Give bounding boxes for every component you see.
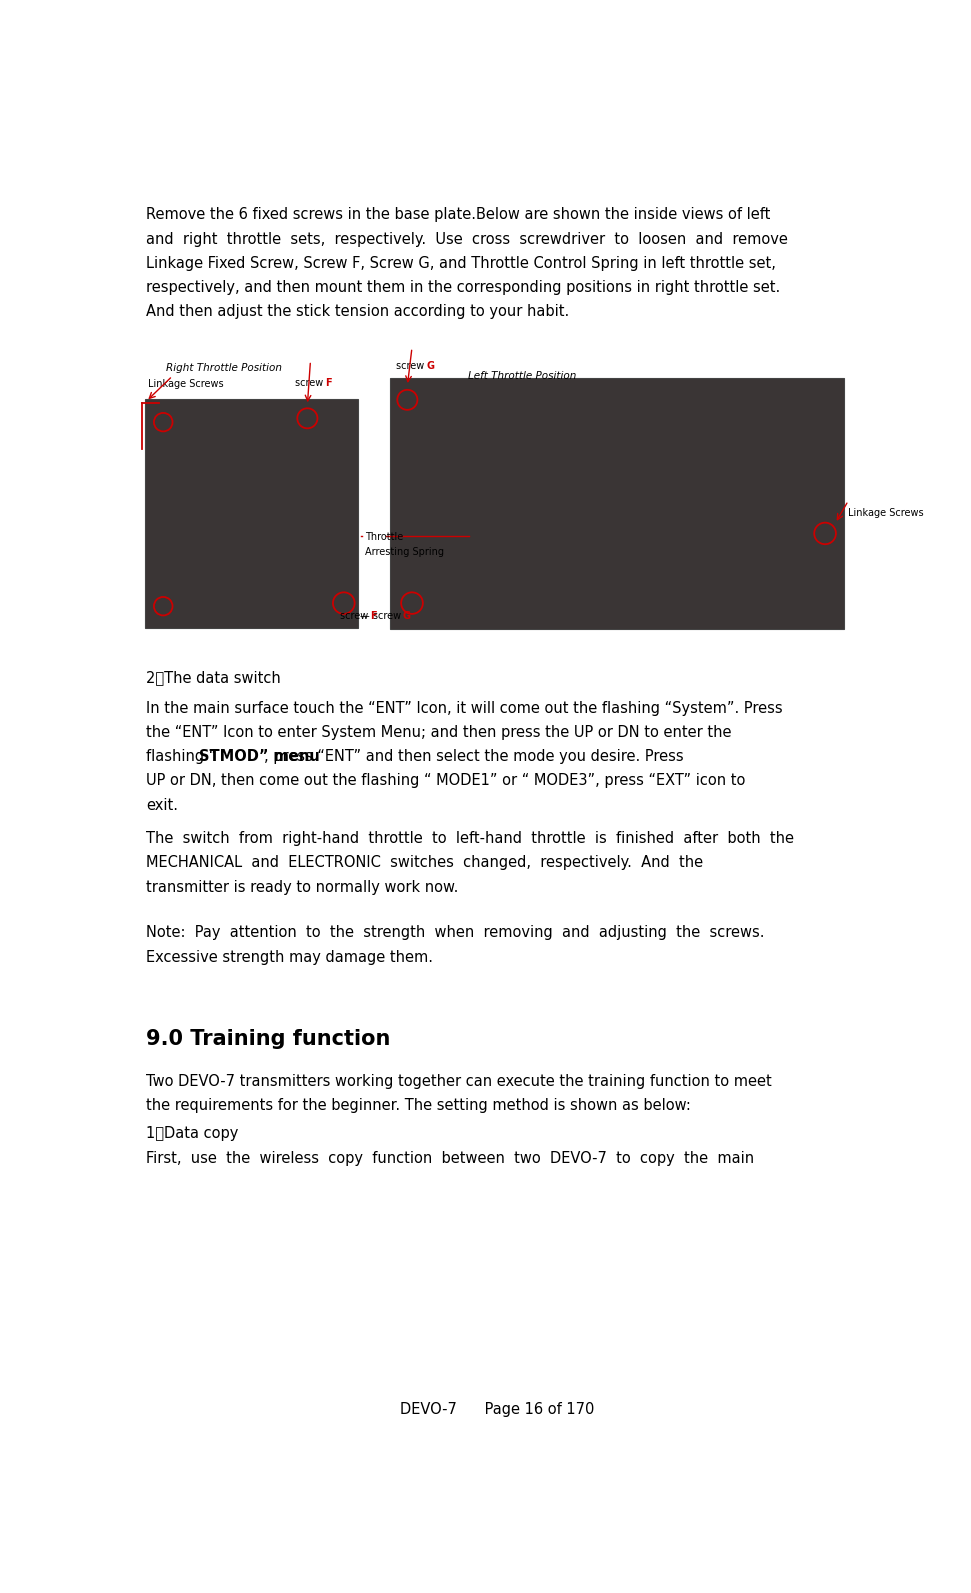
Text: the requirements for the beginner. The setting method is shown as below:: the requirements for the beginner. The s… bbox=[147, 1098, 691, 1114]
Text: MECHANICAL  and  ELECTRONIC  switches  changed,  respectively.  And  the: MECHANICAL and ELECTRONIC switches chang… bbox=[147, 855, 703, 870]
Text: and  right  throttle  sets,  respectively.  Use  cross  screwdriver  to  loosen : and right throttle sets, respectively. U… bbox=[147, 231, 788, 247]
Text: transmitter is ready to normally work now.: transmitter is ready to normally work no… bbox=[147, 879, 458, 895]
Text: Note:  Pay  attention  to  the  strength  when  removing  and  adjusting  the  s: Note: Pay attention to the strength when… bbox=[147, 926, 765, 940]
Text: , press “ENT” and then select the mode you desire. Press: , press “ENT” and then select the mode y… bbox=[264, 749, 684, 765]
Text: Right Throttle Position: Right Throttle Position bbox=[165, 363, 282, 373]
Text: 2）The data switch: 2）The data switch bbox=[147, 671, 281, 685]
Text: Excessive strength may damage them.: Excessive strength may damage them. bbox=[147, 949, 433, 965]
Text: And then adjust the stick tension according to your habit.: And then adjust the stick tension accord… bbox=[147, 304, 569, 319]
Text: exit.: exit. bbox=[147, 798, 178, 812]
Text: — screw: — screw bbox=[360, 610, 404, 621]
Text: 1）Data copy: 1）Data copy bbox=[147, 1126, 239, 1141]
Text: respectively, and then mount them in the corresponding positions in right thrott: respectively, and then mount them in the… bbox=[147, 280, 781, 295]
Text: Linkage Screws: Linkage Screws bbox=[849, 508, 924, 518]
Text: Two DEVO-7 transmitters working together can execute the training function to me: Two DEVO-7 transmitters working together… bbox=[147, 1074, 772, 1090]
Text: In the main surface touch the “ENT” Icon, it will come out the flashing “System”: In the main surface touch the “ENT” Icon… bbox=[147, 701, 783, 715]
Text: F: F bbox=[325, 378, 331, 387]
Text: Remove the 6 fixed screws in the base plate.Below are shown the inside views of : Remove the 6 fixed screws in the base pl… bbox=[147, 207, 771, 223]
Text: G: G bbox=[426, 362, 434, 371]
Text: the “ENT” Icon to enter System Menu; and then press the UP or DN to enter the: the “ENT” Icon to enter System Menu; and… bbox=[147, 725, 732, 739]
Text: The  switch  from  right-hand  throttle  to  left-hand  throttle  is  finished  : The switch from right-hand throttle to l… bbox=[147, 832, 794, 846]
Text: 9.0 Training function: 9.0 Training function bbox=[147, 1029, 390, 1050]
Text: screw: screw bbox=[340, 610, 371, 621]
Text: F: F bbox=[370, 610, 377, 621]
Text: STMOD” menu: STMOD” menu bbox=[199, 749, 319, 765]
Text: Left Throttle Position: Left Throttle Position bbox=[468, 371, 576, 381]
Text: DEVO-7      Page 16 of 170: DEVO-7 Page 16 of 170 bbox=[400, 1402, 595, 1418]
Text: screw: screw bbox=[295, 378, 326, 387]
Text: Linkage Screws: Linkage Screws bbox=[148, 379, 223, 389]
Text: Arresting Spring: Arresting Spring bbox=[365, 546, 444, 558]
Text: screw: screw bbox=[396, 362, 428, 371]
Text: G: G bbox=[403, 610, 411, 621]
Text: First,  use  the  wireless  copy  function  between  two  DEVO-7  to  copy  the : First, use the wireless copy function be… bbox=[147, 1150, 754, 1166]
Bar bbox=[390, 378, 845, 629]
Text: flashing “: flashing “ bbox=[147, 749, 217, 765]
Text: Linkage Fixed Screw, Screw F, Screw G, and Throttle Control Spring in left throt: Linkage Fixed Screw, Screw F, Screw G, a… bbox=[147, 256, 776, 271]
Text: UP or DN, then come out the flashing “ MODE1” or “ MODE3”, press “EXT” icon to: UP or DN, then come out the flashing “ M… bbox=[147, 773, 746, 789]
Text: Throttle: Throttle bbox=[365, 532, 403, 542]
Bar bbox=[145, 400, 357, 628]
